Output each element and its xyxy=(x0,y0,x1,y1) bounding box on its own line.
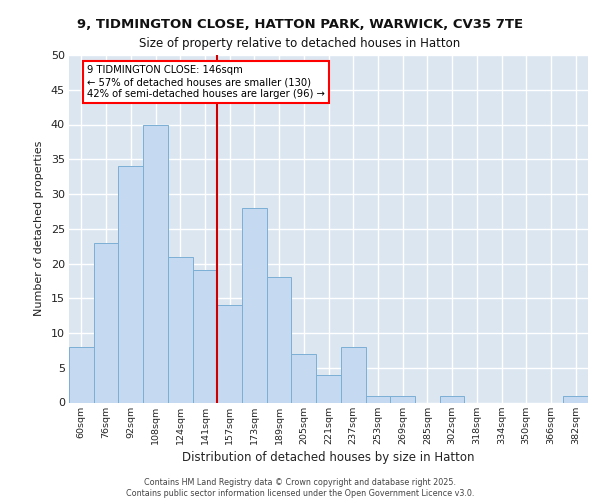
Bar xyxy=(390,396,415,402)
Text: Size of property relative to detached houses in Hatton: Size of property relative to detached ho… xyxy=(139,38,461,51)
Bar xyxy=(168,256,193,402)
Bar xyxy=(69,347,94,403)
Text: 9 TIDMINGTON CLOSE: 146sqm
← 57% of detached houses are smaller (130)
42% of sem: 9 TIDMINGTON CLOSE: 146sqm ← 57% of deta… xyxy=(87,66,325,98)
Bar xyxy=(193,270,217,402)
Bar xyxy=(94,242,118,402)
Bar xyxy=(292,354,316,403)
Bar xyxy=(341,347,365,403)
Bar xyxy=(242,208,267,402)
Bar xyxy=(118,166,143,402)
Y-axis label: Number of detached properties: Number of detached properties xyxy=(34,141,44,316)
Bar xyxy=(217,305,242,402)
Bar xyxy=(563,396,588,402)
Bar xyxy=(267,278,292,402)
Bar xyxy=(365,396,390,402)
Bar xyxy=(440,396,464,402)
Text: Contains HM Land Registry data © Crown copyright and database right 2025.
Contai: Contains HM Land Registry data © Crown c… xyxy=(126,478,474,498)
Bar xyxy=(143,124,168,402)
X-axis label: Distribution of detached houses by size in Hatton: Distribution of detached houses by size … xyxy=(182,450,475,464)
Bar xyxy=(316,374,341,402)
Text: 9, TIDMINGTON CLOSE, HATTON PARK, WARWICK, CV35 7TE: 9, TIDMINGTON CLOSE, HATTON PARK, WARWIC… xyxy=(77,18,523,30)
